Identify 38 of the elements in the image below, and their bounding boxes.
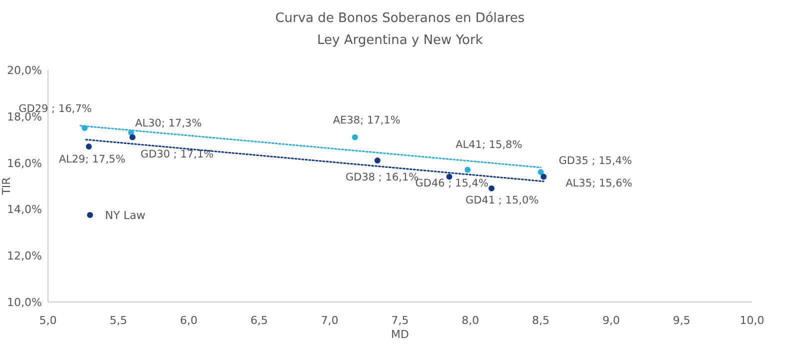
x-tick-label: 6,0 — [180, 314, 198, 327]
data-label: GD35 ; 15,4% — [558, 155, 632, 168]
data-label: AE38; 17,1% — [332, 114, 400, 126]
data-label: AL30; 17,3% — [135, 118, 202, 130]
data-label: GD41 ; 15,0% — [466, 194, 539, 206]
point — [352, 134, 358, 140]
point — [464, 166, 471, 173]
point — [374, 157, 380, 164]
y-tick-label: 16,0% — [7, 156, 42, 170]
point — [129, 134, 136, 140]
y-tick-label: 10,0% — [7, 296, 42, 309]
x-tick-label: 5,0 — [39, 314, 57, 327]
x-tick-label: 8,0 — [462, 314, 480, 327]
point — [86, 144, 92, 150]
data-label: AL29; 17,5% — [58, 154, 126, 166]
x-tick-label: 9,5 — [672, 314, 690, 327]
data-label: AL41; 15,8% — [456, 138, 522, 151]
data-label: AL35; 15,6% — [566, 178, 632, 190]
chart-subtitle: Ley Argentina y New York — [317, 33, 484, 48]
x-tick-label: 8,5 — [532, 314, 550, 327]
legend-label: NY Law — [105, 209, 146, 222]
point — [538, 169, 544, 176]
point — [540, 174, 547, 180]
y-tick-label: 12,0% — [7, 250, 42, 263]
x-tick-label: 7,5 — [391, 314, 409, 327]
x-tick-label: 5,5 — [110, 314, 128, 327]
point — [488, 185, 495, 192]
chart-title: Curva de Bonos Soberanos en Dólares — [275, 11, 525, 26]
y-axis-title: TIR — [0, 176, 13, 196]
x-tick-label: 7,0 — [320, 314, 338, 327]
x-tick-label: 9,0 — [602, 314, 620, 327]
point — [446, 174, 452, 180]
y-tick-label: 14,0% — [7, 203, 42, 216]
x-tick-label: 6,5 — [250, 314, 268, 327]
y-tick-label: 20,0% — [7, 64, 42, 77]
x-tick-label: 10,0 — [740, 314, 764, 327]
x-axis-title: MD — [391, 328, 409, 341]
data-label: GD30 ; 17,1% — [140, 148, 214, 160]
